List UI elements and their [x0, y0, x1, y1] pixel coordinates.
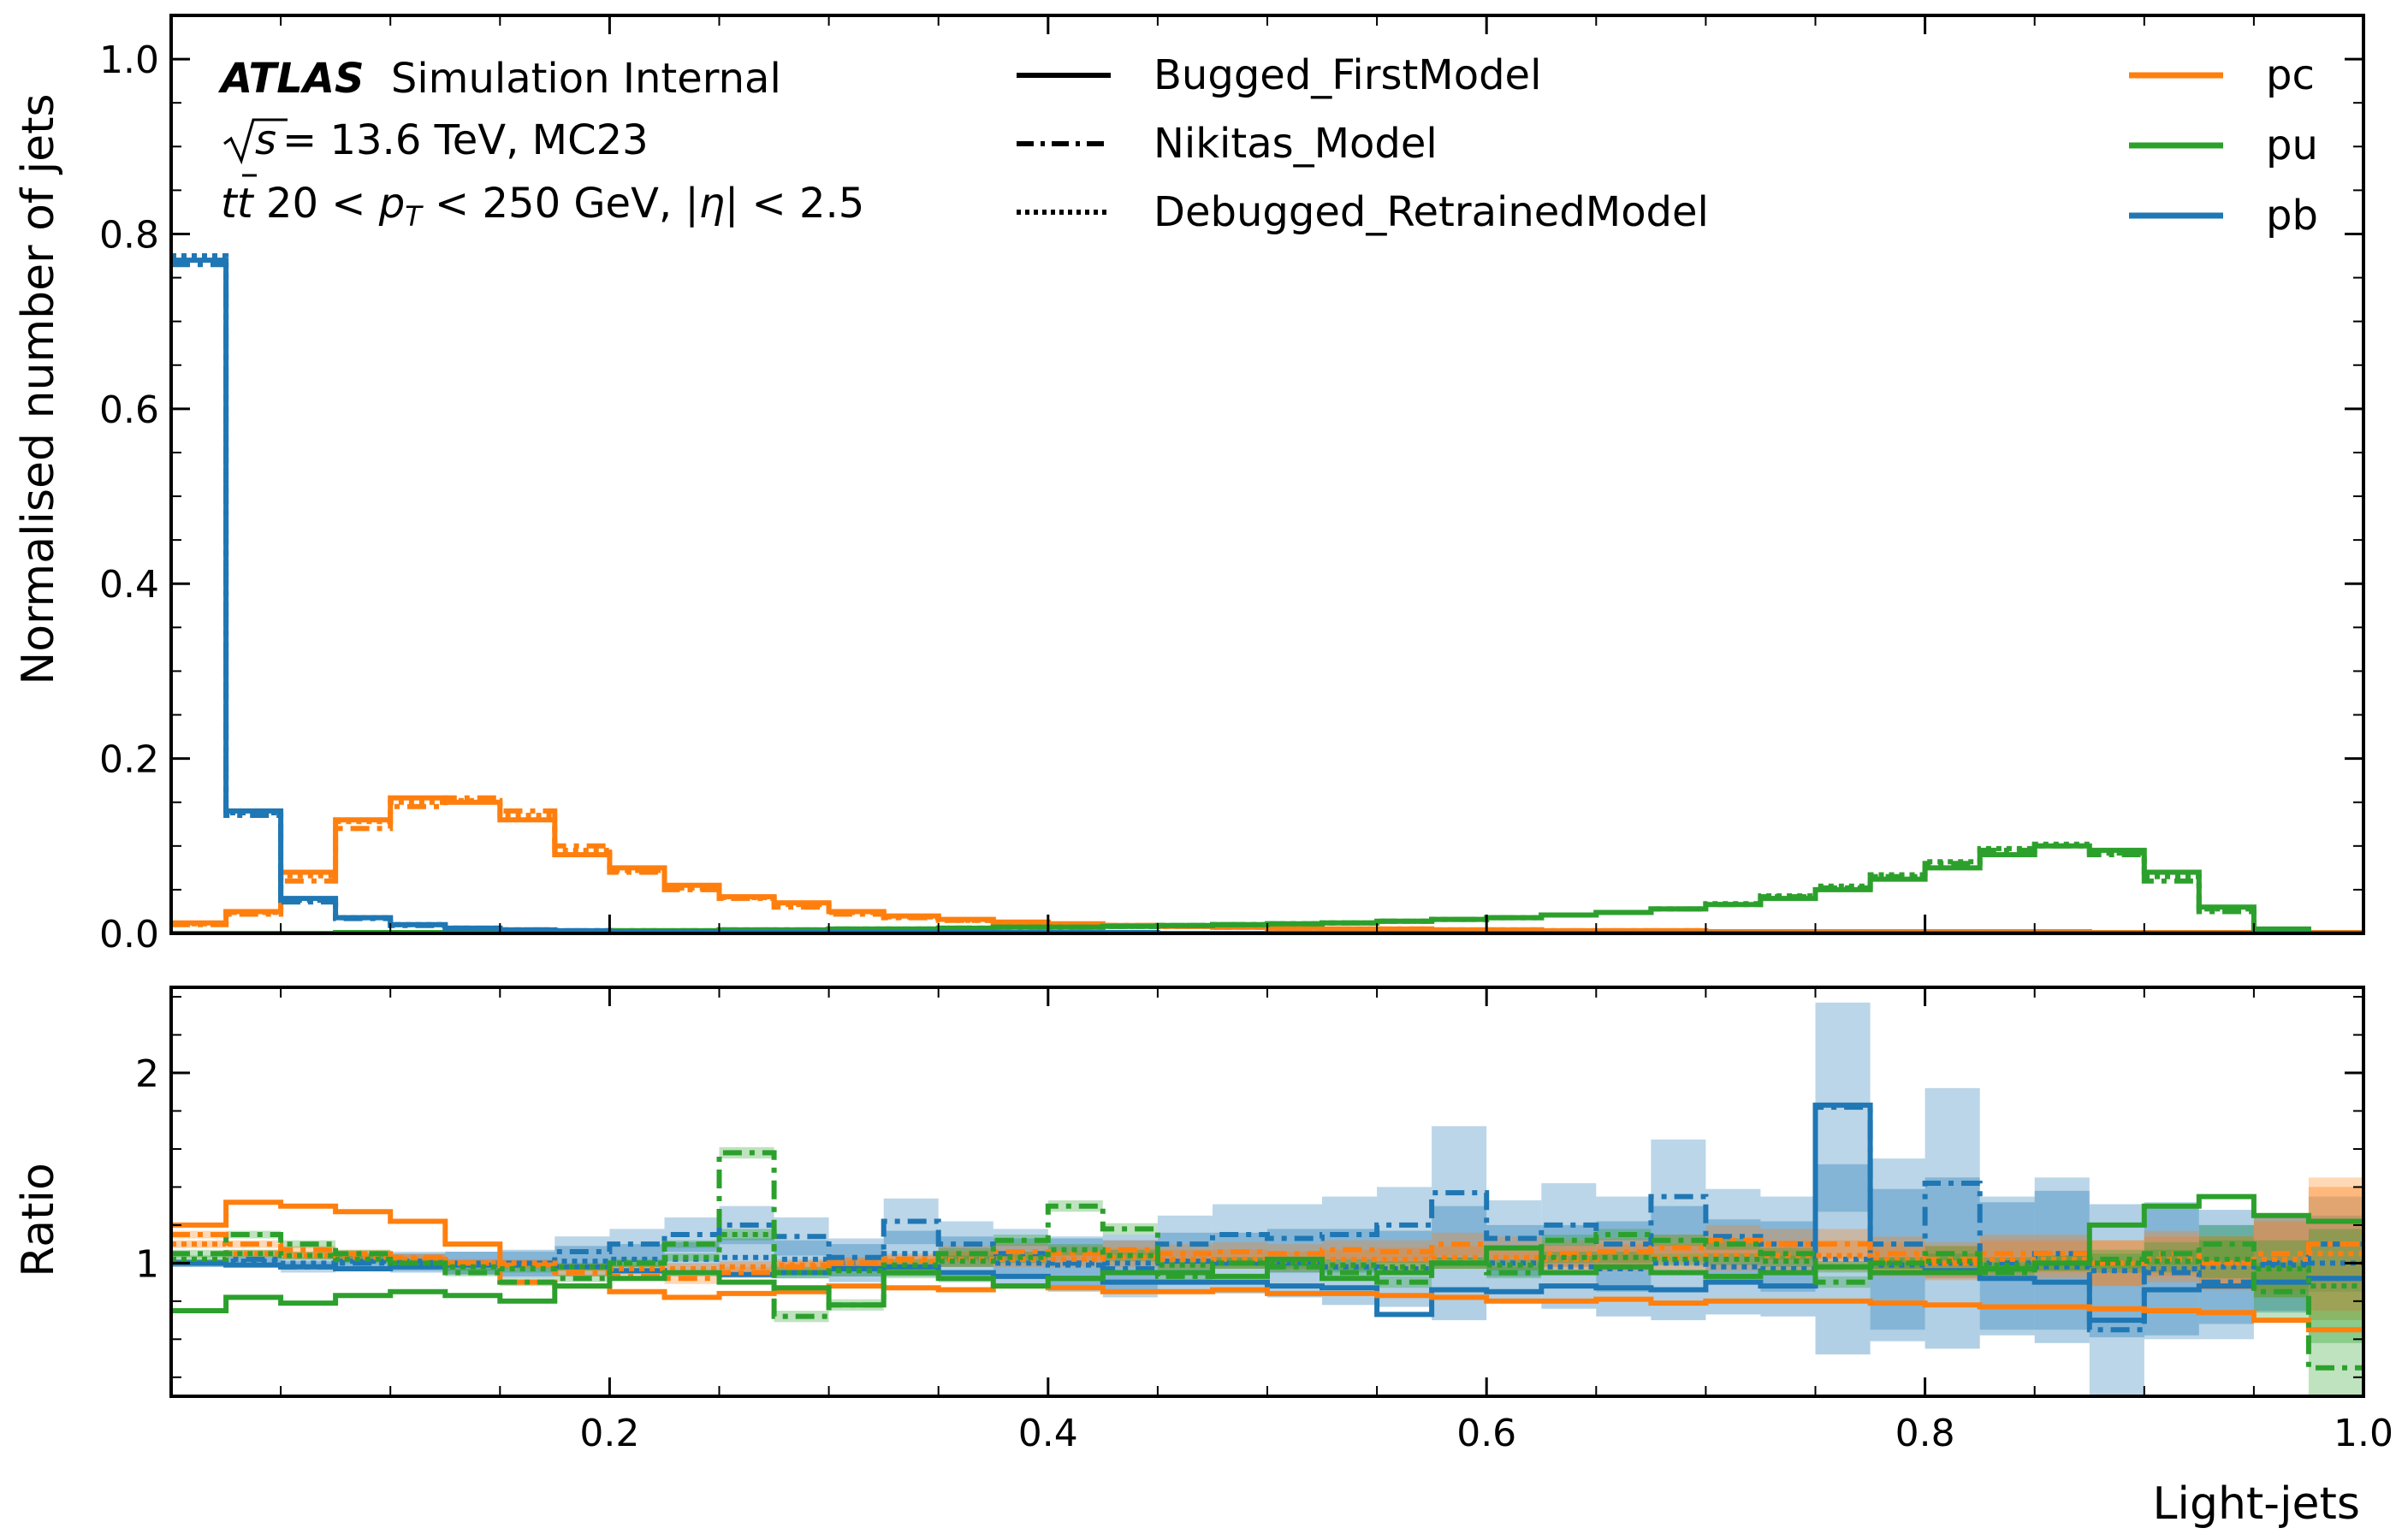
ratio-xtick-label: 0.4	[1018, 1412, 1078, 1455]
ratio-band-pu-Nikitas_Model-10	[719, 1146, 774, 1159]
sel-eta-cut: | < 2.5	[725, 180, 864, 228]
ratio-band-pu-Nikitas_Model-9	[664, 1240, 720, 1248]
ratio-band-pu-Nikitas_Model-16	[1047, 1200, 1103, 1212]
legend-classes: pc pu pb	[2129, 51, 2318, 240]
ratio-band-pc-Nikitas_Model-12	[828, 1257, 884, 1269]
ratio-series-pu-Debugged_RetrainedModel	[171, 1232, 2363, 1289]
sel-tbar: t	[237, 180, 255, 228]
main-plot-panel: 0.0 0.2 0.4 0.6 0.8 1.0 Normalised number of …	[13, 14, 2365, 957]
ratio-band-pc-Debugged_RetrainedModel-3	[335, 1253, 391, 1262]
sel-t: t	[221, 180, 239, 228]
legend-entry-model-0[interactable]: Bugged_FirstModel	[1017, 51, 1541, 99]
ratio-plot-panel: 0.2 0.4 0.6 0.8 1.0 1 2 Ratio Light-jets	[13, 986, 2393, 1530]
ratio-band-pc-Nikitas_Model-2	[281, 1246, 336, 1254]
main-ytick-label: 1.0	[99, 38, 159, 82]
ratio-band-pc-Nikitas_Model-4	[390, 1253, 446, 1262]
energy-text: = 13.6 TeV, MC23	[282, 116, 649, 164]
sqrt-sign-icon	[223, 118, 288, 165]
ratio-xtick-label: 0.2	[579, 1412, 639, 1455]
legend-label-model-0: Bugged_FirstModel	[1154, 51, 1541, 99]
ratio-band-pu-Nikitas_Model-22	[1377, 1276, 1432, 1288]
legend-label-pb: pb	[2266, 192, 2318, 240]
ratio-series-pu-Bugged_FirstModel	[171, 1194, 2363, 1313]
ratio-band-pu-Nikitas_Model-1	[226, 1230, 282, 1239]
ratio-xtick-label: 1.0	[2334, 1412, 2393, 1455]
ratio-band-pc-Debugged_RetrainedModel-0	[171, 1240, 227, 1248]
ratio-series-group	[171, 1102, 2363, 1371]
ratio-ytick-label: 2	[135, 1052, 159, 1096]
main-ytick-label: 0.6	[99, 388, 159, 432]
sel-pt: p	[378, 180, 405, 228]
legend-entry-pb[interactable]: pb	[2129, 192, 2318, 240]
ratio-y-axis-title: Ratio	[13, 1163, 64, 1277]
legend-label-model-2: Debugged_RetrainedModel	[1154, 188, 1709, 236]
legend-label-model-1: Nikitas_Model	[1154, 120, 1438, 168]
ratio-band-pu-Debugged_RetrainedModel-0	[171, 1255, 227, 1264]
ratio-band-pu-Debugged_RetrainedModel-6	[500, 1265, 555, 1273]
selection-text: tt 20 < pT < 250 GeV, |η| < 2.5	[221, 180, 864, 233]
experiment-name: ATLAS	[217, 55, 365, 103]
x-axis-title: Light-jets	[2153, 1478, 2360, 1530]
legend-entry-model-2[interactable]: Debugged_RetrainedModel	[1017, 188, 1709, 236]
ratio-xtick-label: 0.8	[1895, 1412, 1955, 1455]
ratio-band-pb-Debugged_RetrainedModel-34	[2034, 1190, 2090, 1343]
legend-entry-pc[interactable]: pc	[2129, 51, 2315, 99]
sel-pt-sub: T	[405, 200, 424, 233]
legend-models: Bugged_FirstModel Nikitas_Model Debugged…	[1017, 51, 1709, 236]
ratio-band-pc-Debugged_RetrainedModel-12	[828, 1257, 884, 1269]
energy-line: s = 13.6 TeV, MC23	[223, 116, 649, 165]
sqrt-s-symbol: s	[255, 116, 276, 164]
ratio-band-pu-Nikitas_Model-30	[1815, 1276, 1871, 1288]
ratio-xtick-label: 0.6	[1456, 1412, 1516, 1455]
main-axis-ticks: 0.0 0.2 0.4 0.6 0.8 1.0	[99, 15, 2365, 957]
legend-label-pu: pu	[2266, 121, 2318, 169]
main-ytick-label: 0.2	[99, 738, 159, 782]
legend-label-pc: pc	[2266, 51, 2315, 99]
atlas-label-block: ATLAS Simulation Internal s = 13.6 TeV, …	[217, 55, 864, 233]
simulation-status: Simulation Internal	[391, 55, 781, 103]
ratio-band-pc-Debugged_RetrainedModel-1	[226, 1249, 282, 1258]
ratio-axis-ticks: 0.2 0.4 0.6 0.8 1.0 1 2	[135, 987, 2393, 1455]
ratio-ytick-label: 1	[135, 1242, 159, 1286]
main-y-axis-title: Normalised number of jets	[13, 93, 64, 684]
main-ytick-label: 0.4	[99, 563, 159, 607]
main-ytick-label: 0.0	[99, 913, 159, 957]
ratio-band-pu-Debugged_RetrainedModel-1	[226, 1249, 282, 1258]
ratio-band-pu-Nikitas_Model-25	[1541, 1235, 1597, 1247]
atlas-label: ATLAS Simulation Internal	[217, 55, 781, 103]
ratio-band-pu-Nikitas_Model-14	[938, 1247, 993, 1259]
ratio-band-pu-Nikitas_Model-39	[2308, 1311, 2363, 1396]
sel-range-hi: < 250 GeV, |	[422, 180, 699, 228]
ratio-band-pu-Nikitas_Model-15	[993, 1235, 1048, 1247]
ratio-band-pu-Debugged_RetrainedModel-9	[664, 1253, 720, 1262]
ratio-band-pc-Debugged_RetrainedModel-10	[719, 1261, 774, 1273]
legend-entry-pu[interactable]: pu	[2129, 121, 2318, 169]
sel-eta: η	[699, 180, 725, 228]
main-series-pu-Debugged_RetrainedModel	[171, 841, 2363, 933]
sel-range-lo: 20 <	[253, 180, 379, 228]
main-ytick-label: 0.8	[99, 213, 159, 257]
legend-entry-model-1[interactable]: Nikitas_Model	[1017, 120, 1438, 168]
ratio-band-pu-Nikitas_Model-17	[1102, 1223, 1158, 1235]
